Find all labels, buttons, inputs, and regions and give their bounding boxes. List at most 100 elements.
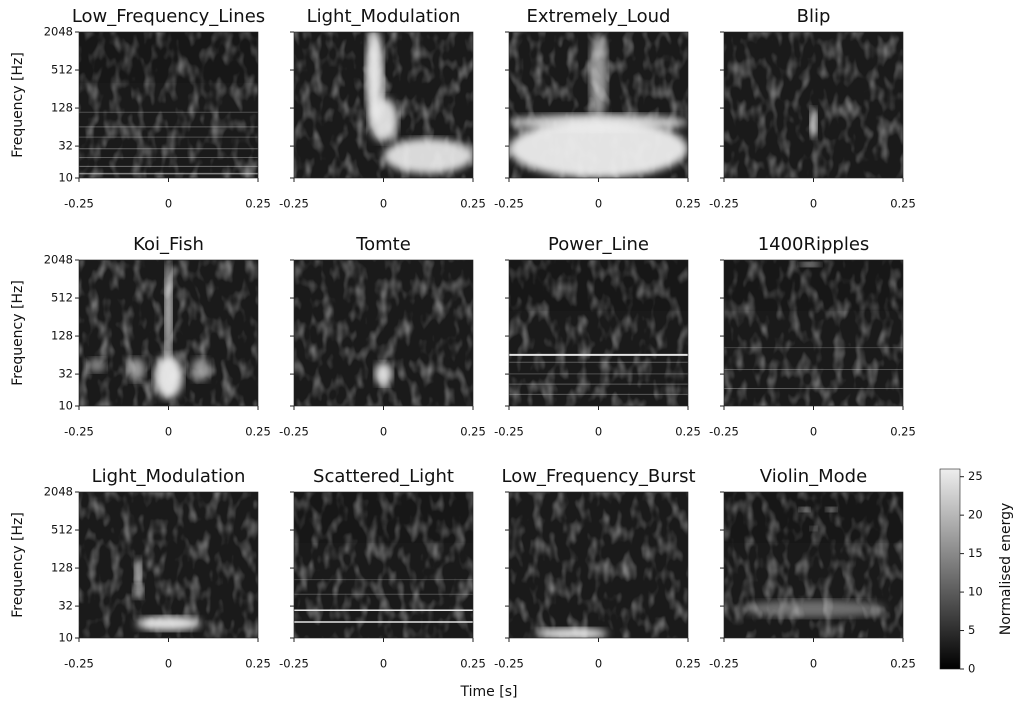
y-tick-label: 512 (51, 523, 73, 537)
panel-title: Power_Line (548, 234, 649, 255)
spectrogram (724, 260, 903, 406)
blob (136, 616, 201, 631)
x-tick-label: 0 (165, 425, 172, 439)
spectrogram (509, 492, 688, 638)
panel-title: Low_Frequency_Lines (72, 6, 265, 27)
panel-title: Low_Frequency_Burst (501, 466, 695, 487)
texture (509, 260, 688, 312)
x-tick-label: -0.25 (279, 425, 309, 439)
y-tick-label: 32 (58, 599, 73, 613)
blob (374, 362, 393, 386)
texture (294, 492, 473, 544)
blob (134, 557, 142, 587)
y-axis-label: Frequency [Hz] (10, 512, 26, 618)
colorbar-tick-label: 0 (968, 662, 975, 676)
texture (79, 32, 258, 84)
colorbar-tick-label: 10 (968, 585, 983, 599)
y-tick-label: 128 (51, 561, 73, 575)
x-tick-label: 0 (810, 425, 817, 439)
colorbar-tick-label: 20 (968, 508, 983, 522)
y-tick-label: 32 (58, 139, 73, 153)
x-tick-label: -0.25 (64, 425, 94, 439)
spectrogram (79, 260, 258, 406)
colorbar-tick-label: 5 (968, 623, 975, 637)
y-tick-label: 32 (58, 367, 73, 381)
panel: Low_Frequency_Burst -0.25 0 0.25 (494, 466, 701, 671)
blob (799, 262, 821, 267)
blob (164, 260, 173, 363)
blob (191, 357, 210, 382)
x-tick-label: 0 (595, 197, 602, 211)
texture (79, 492, 258, 638)
x-tick-label: 0.25 (890, 657, 916, 671)
blob (799, 507, 810, 512)
texture (724, 32, 903, 178)
y-tick-label: 10 (58, 631, 73, 645)
blob (826, 507, 837, 512)
x-tick-label: 0.25 (675, 197, 701, 211)
panel: 1400Ripples -0.25 0 0.25 (709, 234, 916, 439)
x-tick-label: 0.25 (460, 425, 486, 439)
x-tick-label: 0.25 (245, 657, 271, 671)
blob (809, 107, 818, 138)
y-tick-label: 512 (51, 63, 73, 77)
texture (294, 492, 473, 638)
spectrogram (294, 260, 473, 406)
x-tick-label: -0.25 (709, 197, 739, 211)
texture (724, 260, 903, 406)
y-tick-label: 10 (58, 399, 73, 413)
blob (132, 583, 144, 599)
panel-title: Extremely_Loud (527, 6, 671, 27)
x-tick-label: 0 (165, 197, 172, 211)
blob (154, 354, 183, 399)
x-tick-label: 0.25 (245, 425, 271, 439)
blob (809, 526, 818, 531)
x-tick-label: 0 (380, 197, 387, 211)
panel: Koi_Fish 10 32 128 512 2048 -0.25 0 0.25 Frequenc… (10, 234, 271, 439)
blob (369, 97, 398, 142)
texture (509, 492, 688, 638)
spectrogram (79, 492, 258, 638)
x-tick-label: 0 (810, 197, 817, 211)
blob (383, 138, 473, 174)
x-tick-label: 0.25 (675, 425, 701, 439)
x-tick-label: 0 (595, 657, 602, 671)
panel-title: Violin_Mode (760, 466, 867, 487)
x-tick-label: 0 (810, 657, 817, 671)
colorbar (939, 468, 961, 670)
panel-title: Light_Modulation (92, 466, 246, 487)
y-tick-label: 2048 (44, 25, 73, 39)
y-axis-label: Frequency [Hz] (10, 52, 26, 158)
panel: Tomte -0.25 0 0.25 (279, 234, 486, 439)
x-tick-label: -0.25 (494, 425, 524, 439)
panel: Power_Line -0.25 0 0.25 (494, 234, 701, 439)
blob (535, 627, 608, 638)
x-tick-label: -0.25 (709, 425, 739, 439)
blob (509, 113, 688, 132)
x-tick-label: 0.25 (460, 197, 486, 211)
x-tick-label: 0 (595, 425, 602, 439)
panel: Blip -0.25 0 0.25 (709, 6, 916, 211)
spectrogram (294, 492, 473, 638)
spectrogram (509, 260, 688, 406)
blob (589, 32, 608, 120)
x-tick-label: -0.25 (279, 197, 309, 211)
x-tick-label: -0.25 (494, 197, 524, 211)
texture (724, 492, 903, 544)
spectrogram (724, 492, 903, 638)
texture (724, 260, 903, 312)
spectrogram (294, 32, 473, 178)
x-tick-label: -0.25 (279, 657, 309, 671)
colorbar-tick-label: 25 (968, 469, 983, 483)
x-tick-label: 0 (165, 657, 172, 671)
panel: Violin_Mode -0.25 0 0.25 (709, 466, 916, 671)
x-tick-label: -0.25 (494, 657, 524, 671)
blob (127, 357, 146, 382)
x-tick-label: 0 (380, 657, 387, 671)
panel: Low_Frequency_Lines 10 32 128 512 2048 -0.25 0 0… (10, 6, 271, 211)
y-tick-label: 128 (51, 329, 73, 343)
x-axis-label: Time [s] (460, 684, 518, 700)
panel: Light_Modulation 10 32 128 512 2048 -0.25 0 0.25… (10, 466, 271, 671)
blob (741, 600, 886, 618)
